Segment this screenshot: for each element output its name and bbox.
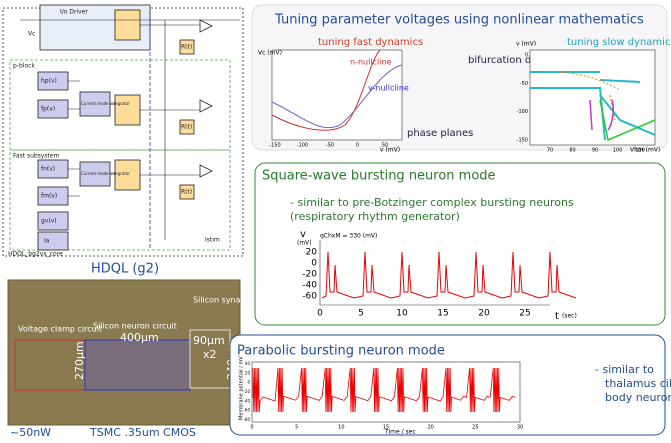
label: fn(v) <box>41 166 55 173</box>
tick-label: -50 <box>520 81 528 87</box>
label: fm(v) <box>41 193 57 200</box>
label: Silicon neuron circuit <box>93 322 177 331</box>
label: gv(v) <box>41 218 57 225</box>
region <box>85 340 190 390</box>
tick-label: -50 <box>326 143 334 149</box>
axis-label: v <box>300 229 306 240</box>
circuit <box>3 5 243 256</box>
label: tuning slow dynamics <box>567 37 671 48</box>
tick-label: 100 <box>613 148 623 154</box>
tick-label: 5 <box>358 309 364 319</box>
tick-label: 20 <box>245 370 251 375</box>
label: qChxM = 330 (mV) <box>320 233 377 240</box>
label: x2 <box>203 348 217 361</box>
tick-label: 0 <box>356 143 359 149</box>
label: Voltage clamp circuit <box>18 325 102 334</box>
label: n-nullcline <box>350 58 391 67</box>
text: - similar to <box>595 363 654 376</box>
tick-label: -40 <box>243 398 250 403</box>
title: Tuning parameter voltages using nonlinea… <box>274 13 644 28</box>
label: phase planes <box>407 128 473 139</box>
label: v-nullcline <box>368 84 409 93</box>
axis-label: v (mV) <box>516 41 536 48</box>
tick-label: -60 <box>302 292 317 302</box>
label: 270μm <box>73 341 86 380</box>
tick-label: 20 <box>306 248 318 258</box>
label: Current mode integrator <box>81 171 130 176</box>
tick-label: 0 <box>311 259 317 269</box>
label: TSMC .35um CMOS <box>89 426 196 439</box>
axis-label: t <box>555 311 559 322</box>
tick-label: 25 <box>472 425 478 431</box>
tick-label: 80 <box>569 148 575 154</box>
tick-label: 0 <box>317 309 323 319</box>
label: tuning fast dynamics <box>318 37 423 48</box>
label: Istim <box>205 237 220 244</box>
label: Current mode integrator <box>81 101 130 106</box>
label: hp(v) <box>41 78 57 85</box>
label: ~50nW <box>10 426 51 439</box>
tick-label: 25 <box>519 309 530 319</box>
label: R(t) <box>181 189 192 196</box>
tick-label: 15 <box>437 309 448 319</box>
tick-label: 70 <box>547 148 553 154</box>
label: 400μm <box>120 331 159 344</box>
tick-label: 5 <box>295 425 298 431</box>
plot-frame <box>530 50 655 145</box>
tick-label: 110 <box>635 148 645 154</box>
tick-label: 10 <box>338 425 344 431</box>
title: Parabolic bursting neuron mode <box>237 344 445 359</box>
tick-label: 10 <box>396 309 408 319</box>
tick-label: 30 <box>517 425 523 431</box>
label: I/o Driver <box>60 9 88 16</box>
axis-label: Vc (mV) <box>258 50 282 57</box>
tick-label: -80 <box>243 417 250 422</box>
label: Ia <box>44 238 50 245</box>
axis-label: (sec) <box>562 313 577 320</box>
tick-label: -20 <box>302 270 317 280</box>
caption: HDQL (g2) <box>91 262 159 277</box>
label: R(t) <box>181 44 192 51</box>
tick-label: 20 <box>427 425 433 431</box>
tick-label: 40 <box>245 361 251 366</box>
page: I/o Driver Vc p-block hp(v) fp(v) Curren… <box>0 0 671 439</box>
axis-label: (mV) <box>297 240 312 247</box>
tick-label: 15 <box>383 425 389 431</box>
tick-label: -20 <box>243 389 250 394</box>
tick-label: 90 <box>592 148 598 154</box>
tick-label: 20 <box>478 309 490 319</box>
title: Square-wave bursting neuron mode <box>262 169 496 184</box>
label: 90μm <box>193 334 225 347</box>
tick-label: 0 <box>250 425 253 431</box>
label: R(t) <box>181 124 192 131</box>
text: - similar to pre-Botzinger complex burst… <box>290 196 574 209</box>
text: body neurons <box>605 391 671 404</box>
label: HDQL_bg2vx_core <box>8 251 63 258</box>
tick-label: 50 <box>382 143 388 149</box>
tick-label: 0 <box>525 53 528 59</box>
label: p-block <box>13 63 35 70</box>
text: thalamus ciliary <box>605 377 671 390</box>
label: Vc <box>28 31 35 38</box>
tick-label: -100 <box>297 143 308 149</box>
text: (respiratory rhythm generator) <box>290 210 460 223</box>
tick-label: -150 <box>269 143 280 149</box>
label: fp(v) <box>41 106 55 113</box>
label: Fast subsystem <box>13 153 60 160</box>
tick-label: -100 <box>517 109 528 115</box>
tick-label: -40 <box>302 281 317 291</box>
tick-label: -60 <box>243 408 250 413</box>
tick-label: -150 <box>517 138 528 144</box>
